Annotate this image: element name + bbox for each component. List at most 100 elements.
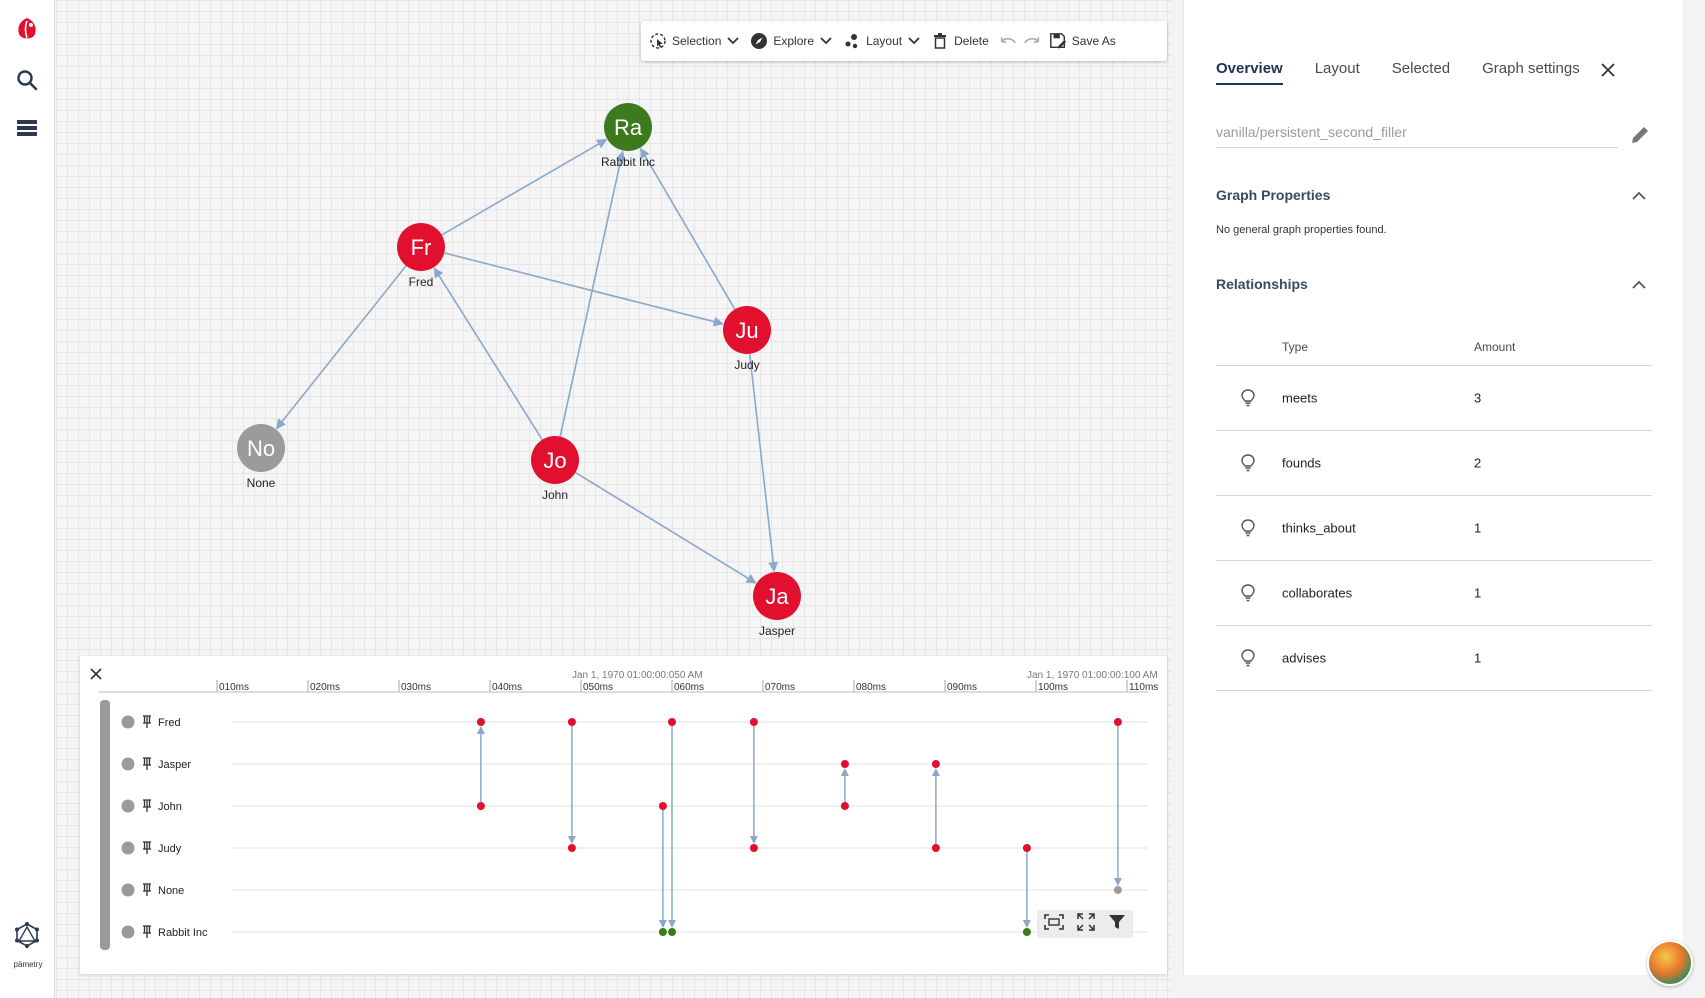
edit-icon[interactable] — [1629, 124, 1651, 146]
delete-button[interactable]: Delete — [931, 32, 989, 50]
chevron-down-icon[interactable] — [726, 34, 740, 48]
relationship-type: founds — [1282, 455, 1322, 471]
node-ja[interactable]: Ja Jasper — [753, 572, 801, 638]
undo-button[interactable] — [999, 32, 1017, 50]
graph-settings-icon[interactable] — [12, 920, 42, 950]
edge-ju-ra[interactable] — [639, 147, 736, 310]
chevron-up-icon[interactable] — [1630, 186, 1648, 204]
timeline-tick-label: 080ms — [856, 682, 886, 693]
edge-fr-ra[interactable] — [441, 138, 608, 236]
row-dot — [121, 715, 135, 729]
close-icon[interactable] — [88, 666, 104, 682]
timeline-chart[interactable]: Jan 1, 1970 01:00:00:050 AM Jan 1, 1970 0… — [80, 656, 1167, 974]
table-row[interactable]: founds 2 — [1216, 431, 1652, 496]
node-jo[interactable]: Jo John — [531, 436, 579, 502]
timeline-event[interactable] — [1113, 718, 1122, 894]
timeline-event[interactable] — [749, 718, 758, 852]
pin-icon[interactable] — [143, 715, 151, 728]
table-row[interactable]: thinks_about 1 — [1216, 496, 1652, 561]
save-as-button[interactable]: Save As — [1049, 32, 1116, 50]
chevron-down-icon[interactable] — [819, 34, 833, 48]
timeline-event[interactable] — [931, 760, 940, 852]
timeline-scrollbar[interactable] — [100, 700, 110, 950]
timeline-tick-label: 040ms — [492, 682, 522, 693]
timeline-tick-label: 110ms — [1129, 682, 1158, 693]
node-no[interactable]: No None — [237, 424, 285, 490]
edge-fr-ju[interactable] — [444, 252, 724, 327]
timeline-row-label: Rabbit Inc — [158, 927, 208, 939]
expand-icon[interactable] — [1077, 912, 1095, 936]
timeline-event[interactable] — [1022, 844, 1031, 936]
pin-icon[interactable] — [143, 925, 151, 938]
table-row[interactable]: meets 3 — [1216, 366, 1652, 431]
relationship-amount: 1 — [1474, 650, 1482, 666]
graph-name-field[interactable]: vanilla/persistent_second_filler — [1216, 124, 1618, 148]
node-circle[interactable] — [723, 306, 771, 354]
edge-jo-ja[interactable] — [575, 471, 757, 584]
table-row[interactable]: collaborates 1 — [1216, 561, 1652, 626]
avatar[interactable] — [1647, 940, 1693, 986]
lightbulb-icon[interactable] — [1240, 389, 1256, 407]
table-row[interactable]: advises 1 — [1216, 626, 1652, 691]
node-fr[interactable]: Fr Fred — [397, 223, 445, 289]
logo-icon[interactable] — [12, 14, 42, 44]
tab-layout[interactable]: Layout — [1314, 60, 1360, 77]
list-icon[interactable] — [12, 113, 42, 143]
timeline-event[interactable] — [658, 802, 667, 936]
table-header: Type Amount — [1216, 328, 1652, 366]
pin-icon[interactable] — [143, 757, 151, 770]
timeline-tick-label: 010ms — [219, 682, 249, 693]
node-circle[interactable] — [237, 424, 285, 472]
timeline-row-label: Jasper — [158, 759, 191, 771]
relationship-amount: 2 — [1474, 455, 1482, 471]
close-icon[interactable] — [1598, 60, 1618, 80]
fit-view-icon[interactable] — [1043, 913, 1064, 935]
node-ra[interactable]: Ra Rabbit Inc — [601, 103, 655, 169]
timeline-row-label: Judy — [158, 843, 182, 855]
node-circle[interactable] — [531, 436, 579, 484]
tab-graph-settings[interactable]: Graph settings — [1482, 60, 1580, 77]
pin-icon[interactable] — [143, 799, 151, 812]
lightbulb-icon[interactable] — [1240, 519, 1256, 537]
selection-button[interactable]: Selection — [649, 32, 740, 50]
explore-button[interactable]: Explore — [750, 32, 833, 50]
timeline-event[interactable] — [840, 760, 849, 810]
graph-toolbar: Selection Explore Layout — [641, 21, 1167, 61]
graph-properties-title: Graph Properties — [1216, 187, 1331, 203]
redo-icon — [1023, 32, 1041, 50]
layout-button[interactable]: Layout — [843, 32, 921, 50]
timeline-event[interactable] — [476, 718, 485, 810]
edge-fr-no[interactable] — [275, 265, 407, 430]
node-abbr: Ja — [765, 584, 789, 609]
node-label: Rabbit Inc — [601, 155, 655, 169]
redo-button[interactable] — [1023, 32, 1041, 50]
lightbulb-icon[interactable] — [1240, 649, 1256, 667]
pin-icon[interactable] — [143, 841, 151, 854]
chevron-down-icon[interactable] — [907, 34, 921, 48]
lightbulb-icon[interactable] — [1240, 454, 1256, 472]
chevron-up-icon[interactable] — [1630, 275, 1648, 293]
tab-selected[interactable]: Selected — [1391, 60, 1451, 77]
node-circle[interactable] — [604, 103, 652, 151]
search-icon[interactable] — [12, 65, 42, 95]
filter-icon[interactable] — [1108, 913, 1126, 936]
node-circle[interactable] — [397, 223, 445, 271]
row-dot — [121, 925, 135, 939]
edge-jo-fr[interactable] — [433, 267, 543, 441]
explore-label: Explore — [773, 34, 815, 48]
timeline-event[interactable] — [668, 718, 676, 936]
timeline-tick-label: 100ms — [1038, 682, 1068, 693]
edge-ju-ja[interactable] — [748, 353, 779, 573]
node-circle[interactable] — [753, 572, 801, 620]
relationship-type: thinks_about — [1282, 520, 1356, 536]
tab-overview[interactable]: Overview — [1216, 60, 1283, 85]
relationship-type: advises — [1282, 650, 1327, 666]
edge-jo-ra[interactable] — [559, 150, 626, 437]
save-as-label: Save As — [1071, 34, 1116, 48]
lightbulb-icon[interactable] — [1240, 584, 1256, 602]
node-ju[interactable]: Ju Judy — [723, 306, 771, 372]
pin-icon[interactable] — [143, 883, 151, 896]
timeline-tick-label: 020ms — [310, 682, 340, 693]
timeline-event[interactable] — [567, 718, 576, 852]
